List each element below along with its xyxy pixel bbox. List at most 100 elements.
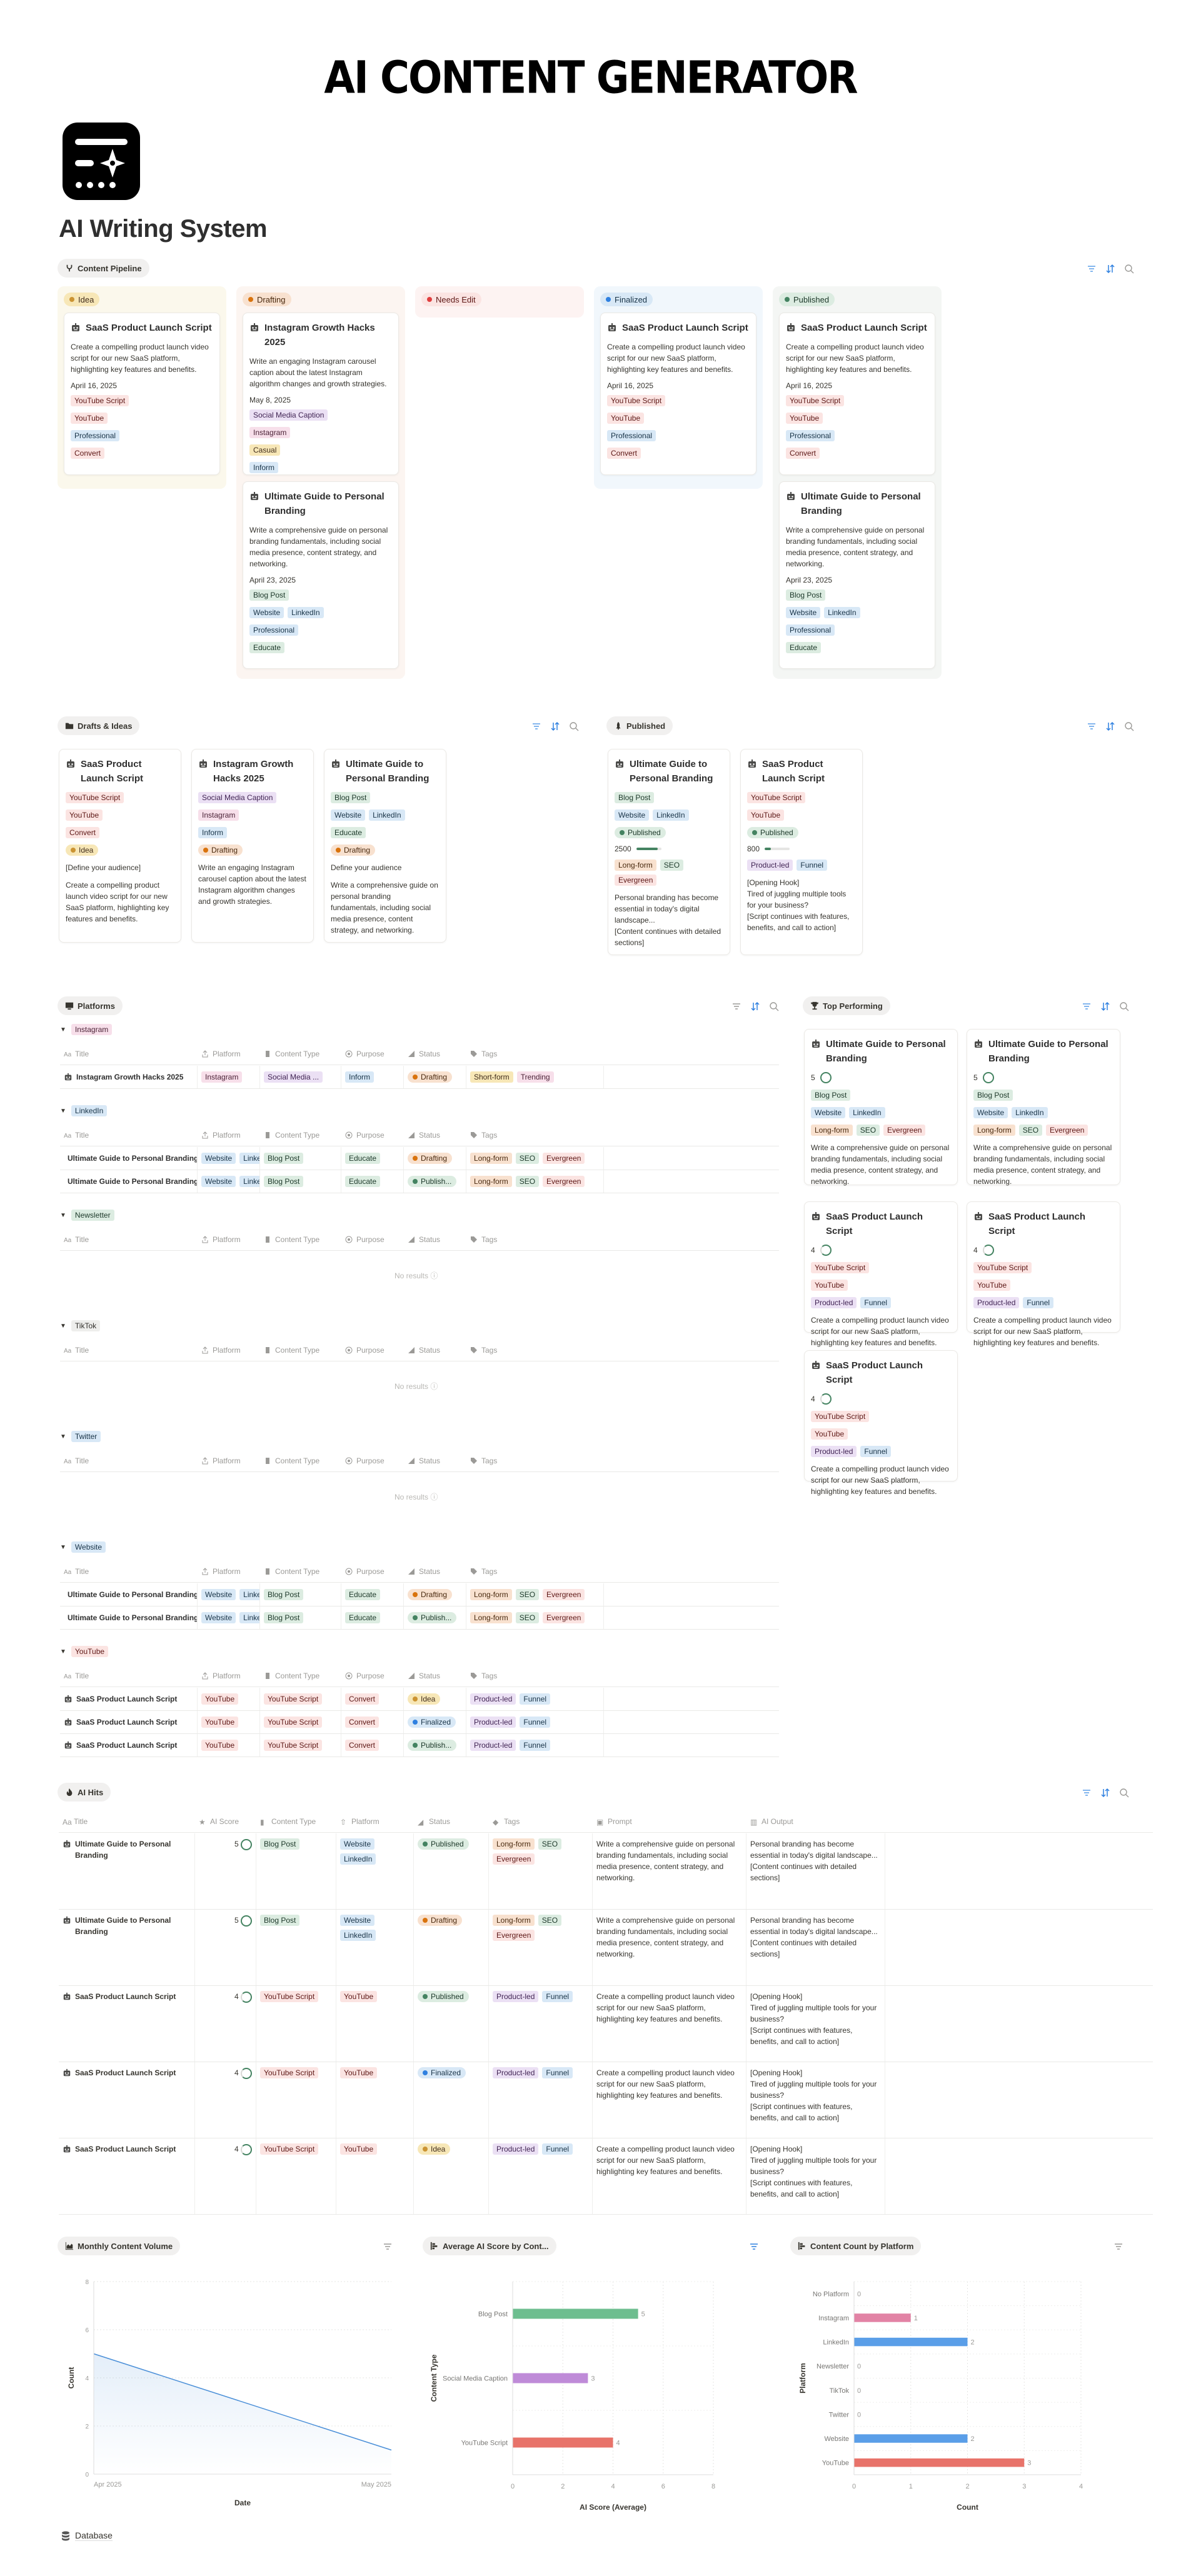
table-row[interactable]: SaaS Product Launch Script YouTube YouTu… [60,1711,779,1734]
platforms-view-tab[interactable]: Platforms [58,996,123,1015]
group-header-twitter[interactable]: ▼ Twitter [60,1431,101,1442]
tag-inform: Inform [249,462,279,473]
collapse-triangle-icon[interactable]: ▼ [60,1543,66,1551]
column-header[interactable]: Needs Edit [421,293,481,306]
column-header[interactable]: Drafting [243,293,291,306]
tag-youtube: YouTube [201,1716,239,1728]
card-prompt: Write a comprehensive guide on personal … [331,881,438,935]
column-header[interactable]: Idea [64,293,100,306]
table-row[interactable]: SaaS Product Launch Script 4 YouTube Scr… [59,2062,1153,2138]
collapse-triangle-icon[interactable]: ▼ [60,1026,66,1033]
draft-card[interactable]: SaaS Product Launch Script YouTube Scrip… [59,749,181,943]
database-link[interactable]: Database [61,2530,113,2541]
sort-icon[interactable] [1105,721,1115,731]
top-card[interactable]: Ultimate Guide to Personal Branding 5 Bl… [804,1029,958,1186]
group-header-tiktok[interactable]: ▼ TikTok [60,1320,101,1331]
group-header-newsletter[interactable]: ▼ Newsletter [60,1210,114,1221]
table-row[interactable]: Ultimate Guide to Personal Branding Webs… [60,1606,779,1630]
drafts-ideas-view-tab[interactable]: Drafts & Ideas [58,716,140,735]
collapse-triangle-icon[interactable]: ▼ [60,1322,66,1330]
svg-text:No Platform: No Platform [813,2290,849,2298]
table-row[interactable]: Instagram Growth Hacks 2025 Instagram So… [60,1066,779,1089]
group-header-instagram[interactable]: ▼ Instagram [60,1024,113,1035]
top-card[interactable]: Ultimate Guide to Personal Branding 5 Bl… [967,1029,1120,1186]
search-icon[interactable] [1124,721,1134,731]
filter-icon[interactable] [749,2242,759,2252]
monthly-volume-view-tab[interactable]: Monthly Content Volume [58,2237,181,2255]
card-prompt: Write a comprehensive guide on personal … [249,526,388,568]
tag-youtube-script: YouTube Script [973,1262,1032,1273]
search-icon[interactable] [769,1001,779,1011]
tag-inform: Inform [345,1071,374,1083]
published-card[interactable]: SaaS Product Launch Script YouTube Scrip… [740,749,863,955]
draft-card[interactable]: Instagram Growth Hacks 2025 Social Media… [191,749,314,943]
board-card[interactable]: SaaS Product Launch Script Create a comp… [600,313,756,475]
sort-icon[interactable] [1100,1001,1110,1011]
filter-icon[interactable] [1082,1001,1092,1011]
board-card[interactable]: SaaS Product Launch Script Create a comp… [64,313,220,475]
platform-count-view-tab[interactable]: Content Count by Platform [790,2237,922,2255]
board-card[interactable]: Ultimate Guide to Personal Branding Writ… [779,481,935,669]
svg-text:Newsletter: Newsletter [817,2363,849,2370]
draft-card[interactable]: Ultimate Guide to Personal Branding Blog… [324,749,446,943]
group-header-linkedin[interactable]: ▼ LinkedIn [60,1105,108,1116]
tag-funnel: Funnel [1023,1297,1054,1308]
svg-text:6: 6 [85,2327,89,2334]
output-cell: Personal branding has become essential i… [746,1833,885,1909]
sort-icon[interactable] [550,721,560,731]
board-card[interactable]: Instagram Growth Hacks 2025 Write an eng… [243,313,399,475]
sort-icon[interactable] [1100,1788,1110,1798]
filter-icon[interactable] [731,1001,741,1011]
filter-icon[interactable] [383,2242,393,2252]
sort-icon[interactable] [750,1001,760,1011]
avg-score-view-tab[interactable]: Average AI Score by Cont... [423,2237,556,2255]
search-icon[interactable] [1119,1001,1129,1011]
top-card[interactable]: SaaS Product Launch Script 4 YouTube Scr… [804,1350,958,1496]
search-icon[interactable] [569,721,579,731]
tag-long-form: Long-form [493,1838,535,1850]
table-row[interactable]: SaaS Product Launch Script 4 YouTube Scr… [59,1986,1153,2062]
published-view-tab[interactable]: Published [606,716,673,735]
collapse-triangle-icon[interactable]: ▼ [60,1648,66,1655]
board-card[interactable]: SaaS Product Launch Script Create a comp… [779,313,935,475]
status-dot-icon [69,297,74,302]
collapse-triangle-icon[interactable]: ▼ [60,1433,66,1440]
card-prompt: Create a compelling product launch video… [71,343,209,374]
ai-hits-view-tab[interactable]: AI Hits [58,1783,111,1802]
filter-icon[interactable] [1087,264,1097,274]
table-row[interactable]: Ultimate Guide to Personal Branding Webs… [60,1170,779,1193]
table-row[interactable]: SaaS Product Launch Script YouTube YouTu… [60,1734,779,1757]
tag-short-form: Short-form [470,1071,513,1083]
search-icon[interactable] [1124,264,1134,274]
group-header-website[interactable]: ▼ Website [60,1541,106,1553]
sort-icon[interactable] [1105,264,1115,274]
table-row[interactable]: Ultimate Guide to Personal Branding 5 Bl… [59,1833,1153,1910]
status-dot-icon [413,1743,418,1748]
filter-icon[interactable] [1087,721,1097,731]
table-row[interactable]: Ultimate Guide to Personal Branding 5 Bl… [59,1910,1153,1986]
top-card[interactable]: SaaS Product Launch Script 4 YouTube Scr… [967,1201,1120,1347]
tag-seo: SEO [515,1589,540,1600]
board-card[interactable]: Ultimate Guide to Personal Branding Writ… [243,481,399,669]
table-row[interactable]: SaaS Product Launch Script YouTube YouTu… [60,1688,779,1711]
tag-youtube-script: YouTube Script [260,2143,319,2155]
search-icon[interactable] [1119,1788,1129,1798]
published-card[interactable]: Ultimate Guide to Personal Branding Blog… [608,749,730,955]
top-card[interactable]: SaaS Product Launch Script 4 YouTube Scr… [804,1201,958,1347]
filter-icon[interactable] [531,721,541,731]
filter-icon[interactable] [1082,1788,1092,1798]
filter-icon[interactable] [1113,2242,1123,2252]
table-row[interactable]: Ultimate Guide to Personal Branding Webs… [60,1147,779,1170]
status-dot-icon [423,1842,428,1847]
prompt-cell: Create a compelling product launch video… [593,2138,746,2214]
column-header[interactable]: Published [779,293,835,306]
table-row[interactable]: Ultimate Guide to Personal Branding Webs… [60,1583,779,1606]
collapse-triangle-icon[interactable]: ▼ [60,1107,66,1115]
tag-blog-post: Blog Post [260,1838,300,1850]
top-performing-view-tab[interactable]: Top Performing [803,996,890,1015]
table-row[interactable]: SaaS Product Launch Script 4 YouTube Scr… [59,2138,1153,2215]
group-header-youtube[interactable]: ▼ YouTube [60,1646,109,1657]
column-header[interactable]: Finalized [600,293,653,306]
content-pipeline-view-tab[interactable]: Content Pipeline [58,259,149,278]
collapse-triangle-icon[interactable]: ▼ [60,1211,66,1219]
